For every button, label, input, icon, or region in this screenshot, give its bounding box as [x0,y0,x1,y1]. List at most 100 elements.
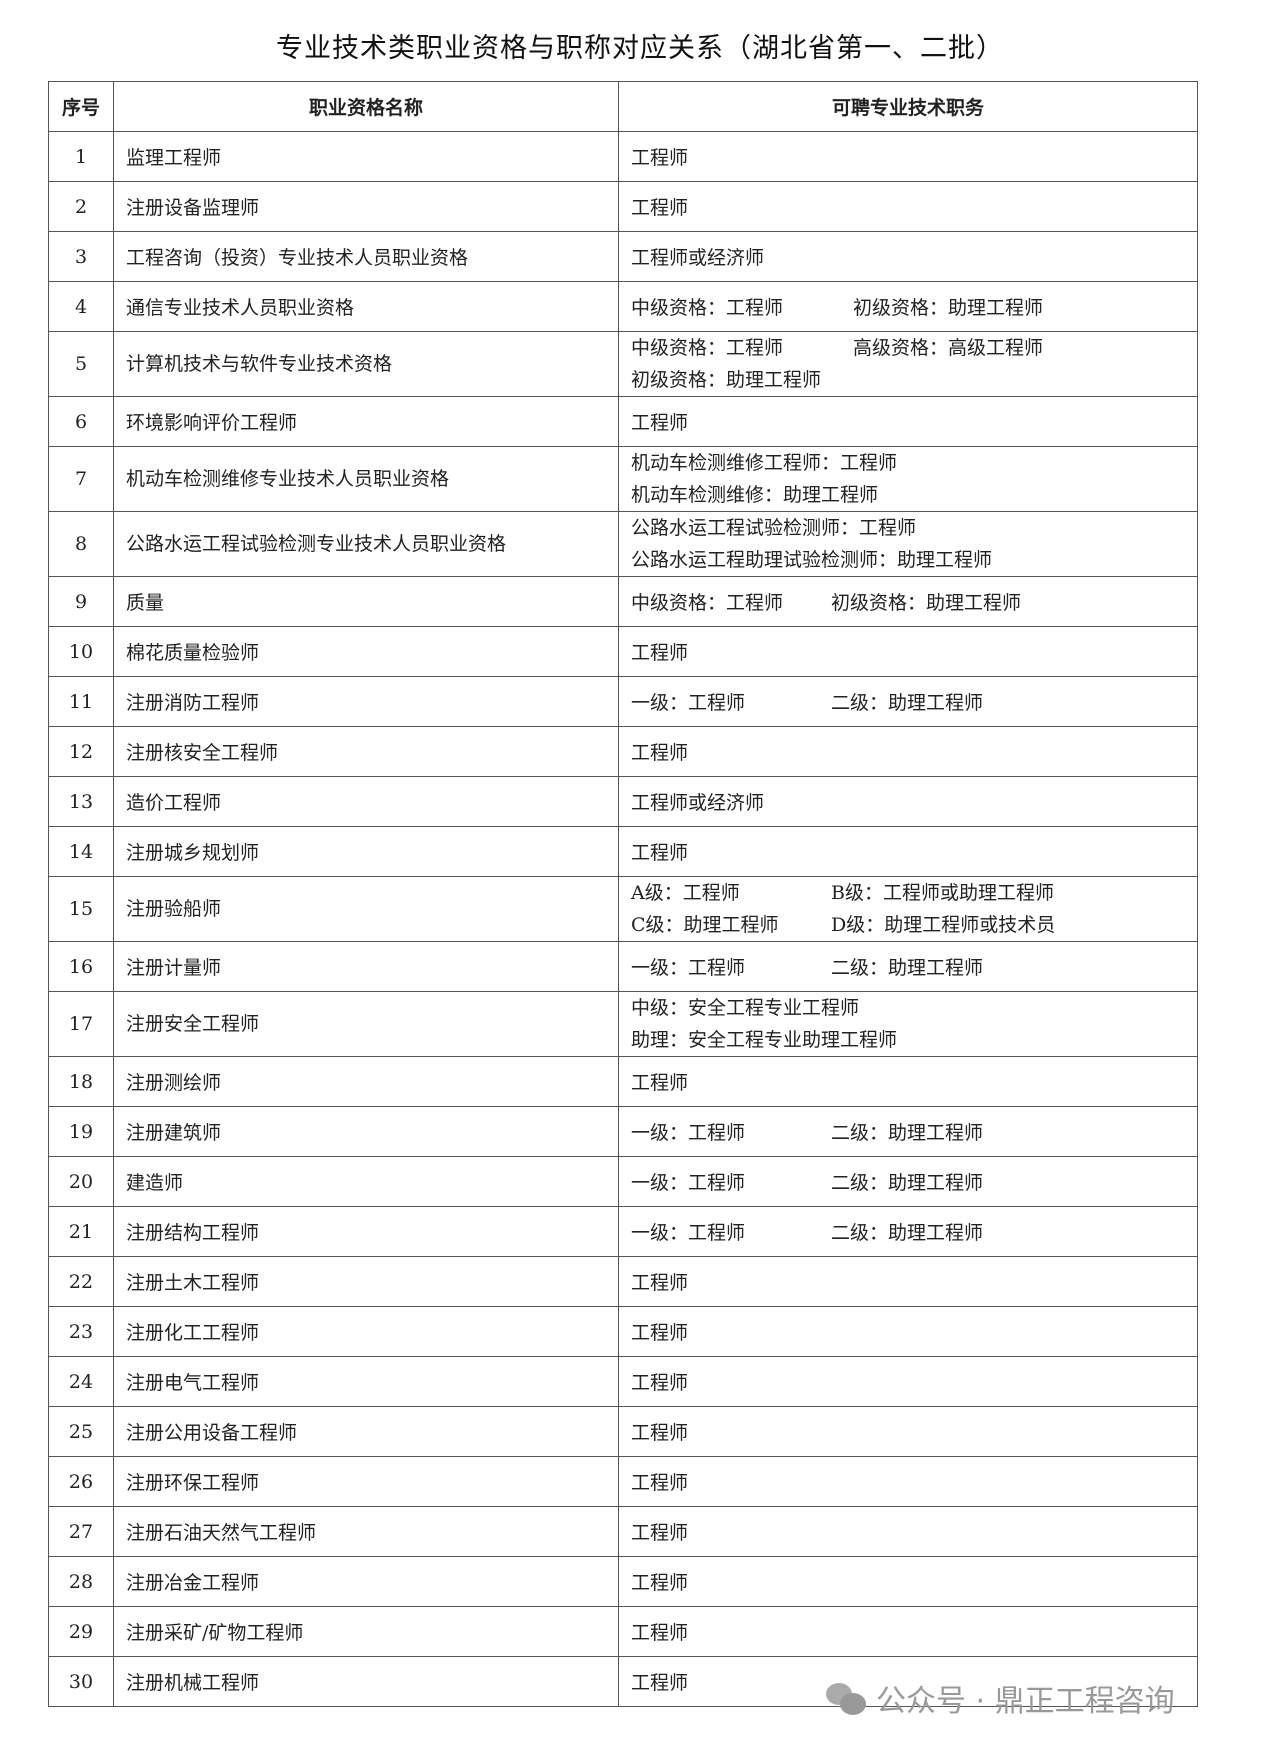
table-row: 27 注册石油天然气工程师 工程师 [48,1506,1198,1557]
duty-text: 机动车检测维修：助理工程师 [631,484,879,506]
duty-text: 中级资格：工程师 [631,337,784,359]
duty-line: 工程师 [631,1418,1185,1445]
watermark: 公众号 · 鼎正工程咨询 [826,1676,1175,1720]
row-number: 12 [48,726,114,777]
qualification-name: 棉花质量检验师 [113,626,619,677]
qualification-name: 注册城乡规划师 [113,826,619,877]
duty-line: 工程师 [631,1368,1185,1395]
row-number: 30 [48,1656,114,1707]
duty-line: 工程师或经济师 [631,243,1185,270]
duty-text: 工程师或经济师 [631,792,765,814]
duty-line: 工程师 [631,1568,1185,1595]
duty-line: 工程师 [631,638,1185,665]
duty-text: 二级：助理工程师 [831,1222,984,1244]
duty-line: 工程师 [631,1068,1185,1095]
qualification-name: 注册验船师 [113,876,619,942]
duty-text: 一级：工程师 [631,1172,746,1194]
duty-line: 工程师 [631,143,1185,170]
table-row: 15 注册验船师 A级：工程师 B级：工程师或助理工程师 C级：助理工程师 D级：助理工程… [48,876,1198,942]
duty-line: 工程师 [631,1518,1185,1545]
duty-text: 工程师 [631,1522,689,1544]
duty-text: B级：工程师或助理工程师 [831,882,1054,904]
duty-line: 公路水运工程助理试验检测师：助理工程师 [631,544,1185,576]
duty-text: A级：工程师 [631,882,740,904]
qualification-name: 监理工程师 [113,131,619,182]
qualification-name: 造价工程师 [113,776,619,827]
duty-text: 助理：安全工程专业助理工程师 [631,1029,898,1051]
duty-line: 工程师 [631,1268,1185,1295]
duty-text: 中级：安全工程专业工程师 [631,997,860,1019]
qualification-name: 计算机技术与软件专业技术资格 [113,331,619,397]
header-no: 序号 [48,81,114,132]
duty-cell: 工程师 [618,1606,1198,1657]
table-row: 9 质量 中级资格：工程师 初级资格：助理工程师 [48,576,1198,627]
duty-cell: 一级：工程师 二级：助理工程师 [618,1156,1198,1207]
table-row: 14 注册城乡规划师 工程师 [48,826,1198,877]
duty-line: 工程师 [631,1618,1185,1645]
duty-cell: 中级资格：工程师 初级资格：助理工程师 [618,576,1198,627]
qualification-name: 注册公用设备工程师 [113,1406,619,1457]
wechat-icon [826,1681,868,1715]
qualification-table: 序号 职业资格名称 可聘专业技术职务 1 监理工程师 工程师 2 注册设备监理师 工程师 3… [48,81,1198,1707]
table-row: 8 公路水运工程试验检测专业技术人员职业资格 公路水运工程试验检测师：工程师 公路水运… [48,511,1198,577]
duty-cell: 工程师 [618,181,1198,232]
qualification-name: 通信专业技术人员职业资格 [113,281,619,332]
qualification-name: 注册测绘师 [113,1056,619,1107]
duty-text: 初级资格：助理工程师 [853,297,1044,319]
row-number: 4 [48,281,114,332]
duty-text: 工程师 [631,1422,689,1444]
table-row: 13 造价工程师 工程师或经济师 [48,776,1198,827]
duty-line: 工程师 [631,838,1185,865]
row-number: 19 [48,1106,114,1157]
duty-text: 一级：工程师 [631,692,746,714]
table-header-row: 序号 职业资格名称 可聘专业技术职务 [48,81,1198,132]
table-row: 22 注册土木工程师 工程师 [48,1256,1198,1307]
qualification-name: 公路水运工程试验检测专业技术人员职业资格 [113,511,619,577]
table-row: 2 注册设备监理师 工程师 [48,181,1198,232]
duty-line: 中级资格：工程师 初级资格：助理工程师 [631,588,1185,615]
duty-line: 中级：安全工程专业工程师 [631,992,1185,1024]
row-number: 15 [48,876,114,942]
duty-text: 工程师 [631,742,689,764]
duty-line: 工程师 [631,1318,1185,1345]
duty-line: 工程师 [631,408,1185,435]
duty-line: 中级资格：工程师 高级资格：高级工程师 [631,332,1185,364]
table-row: 20 建造师 一级：工程师 二级：助理工程师 [48,1156,1198,1207]
duty-text: 一级：工程师 [631,1122,746,1144]
duty-text: 工程师 [631,1272,689,1294]
duty-cell: 工程师 [618,396,1198,447]
duty-text: C级：助理工程师 [631,914,779,936]
duty-line: 一级：工程师 二级：助理工程师 [631,688,1185,715]
duty-line: 工程师 [631,738,1185,765]
qualification-name: 注册石油天然气工程师 [113,1506,619,1557]
qualification-name: 注册建筑师 [113,1106,619,1157]
table-row: 1 监理工程师 工程师 [48,131,1198,182]
row-number: 24 [48,1356,114,1407]
duty-cell: 工程师 [618,1356,1198,1407]
qualification-name: 注册电气工程师 [113,1356,619,1407]
qualification-name: 注册机械工程师 [113,1656,619,1707]
duty-cell: 工程师 [618,131,1198,182]
qualification-name: 注册核安全工程师 [113,726,619,777]
qualification-name: 注册计量师 [113,941,619,992]
qualification-name: 注册化工工程师 [113,1306,619,1357]
duty-cell: 一级：工程师 二级：助理工程师 [618,1106,1198,1157]
table-row: 23 注册化工工程师 工程师 [48,1306,1198,1357]
duty-text: 工程师 [631,842,689,864]
duty-line: 工程师 [631,1668,1185,1695]
duty-line: 中级资格：工程师 初级资格：助理工程师 [631,293,1185,320]
qualification-name: 注册土木工程师 [113,1256,619,1307]
duty-text: 高级资格：高级工程师 [853,337,1044,359]
row-number: 22 [48,1256,114,1307]
table-row: 3 工程咨询（投资）专业技术人员职业资格 工程师或经济师 [48,231,1198,282]
row-number: 17 [48,991,114,1057]
table-row: 4 通信专业技术人员职业资格 中级资格：工程师 初级资格：助理工程师 [48,281,1198,332]
duty-text: 工程师或经济师 [631,247,765,269]
table-row: 7 机动车检测维修专业技术人员职业资格 机动车检测维修工程师：工程师 机动车检测维修：… [48,446,1198,512]
duty-text: 一级：工程师 [631,957,746,979]
duty-text: 机动车检测维修工程师：工程师 [631,452,898,474]
duty-text: 工程师 [631,147,689,169]
duty-line: C级：助理工程师 D级：助理工程师或技术员 [631,909,1185,941]
qualification-name: 机动车检测维修专业技术人员职业资格 [113,446,619,512]
row-number: 18 [48,1056,114,1107]
